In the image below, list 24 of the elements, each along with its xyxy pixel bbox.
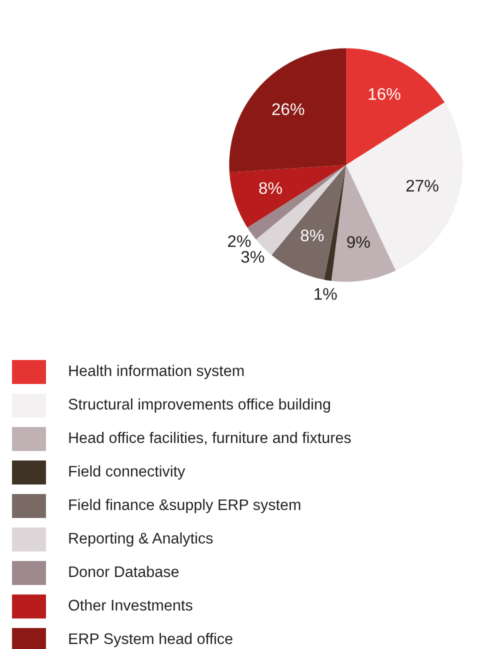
pie-slice: [229, 48, 346, 172]
data-label: 3%: [241, 251, 264, 263]
data-label: 9%: [347, 236, 370, 248]
legend-label: Other Investments: [68, 599, 192, 611]
legend-label: Health information system: [69, 364, 244, 380]
data-label: 8%: [259, 182, 282, 194]
pie-slice: [331, 165, 396, 282]
data-label: 2%: [228, 235, 251, 247]
pie-slice: [346, 48, 445, 165]
data-label: 16%: [368, 88, 400, 100]
data-label: 26%: [272, 103, 304, 116]
pie-slice: [324, 165, 346, 281]
data-label: 1%: [314, 288, 337, 300]
legend-label: Field finance &supply ERP system: [69, 498, 300, 514]
legend-label: Structural improvements office building: [68, 398, 330, 413]
legend-label: Field connectivity: [69, 465, 186, 480]
pie-slice: [229, 165, 346, 228]
data-label: 27%: [406, 180, 438, 192]
legend-label: Reporting & Analytics: [69, 532, 213, 547]
legend-label: Donor Database: [69, 566, 179, 578]
legend-label: Head office facilities, furniture and fixtures: [69, 432, 351, 445]
data-label: 8%: [300, 230, 324, 242]
pie-slice: [346, 102, 463, 271]
legend-label: ERP System head office: [69, 632, 232, 648]
